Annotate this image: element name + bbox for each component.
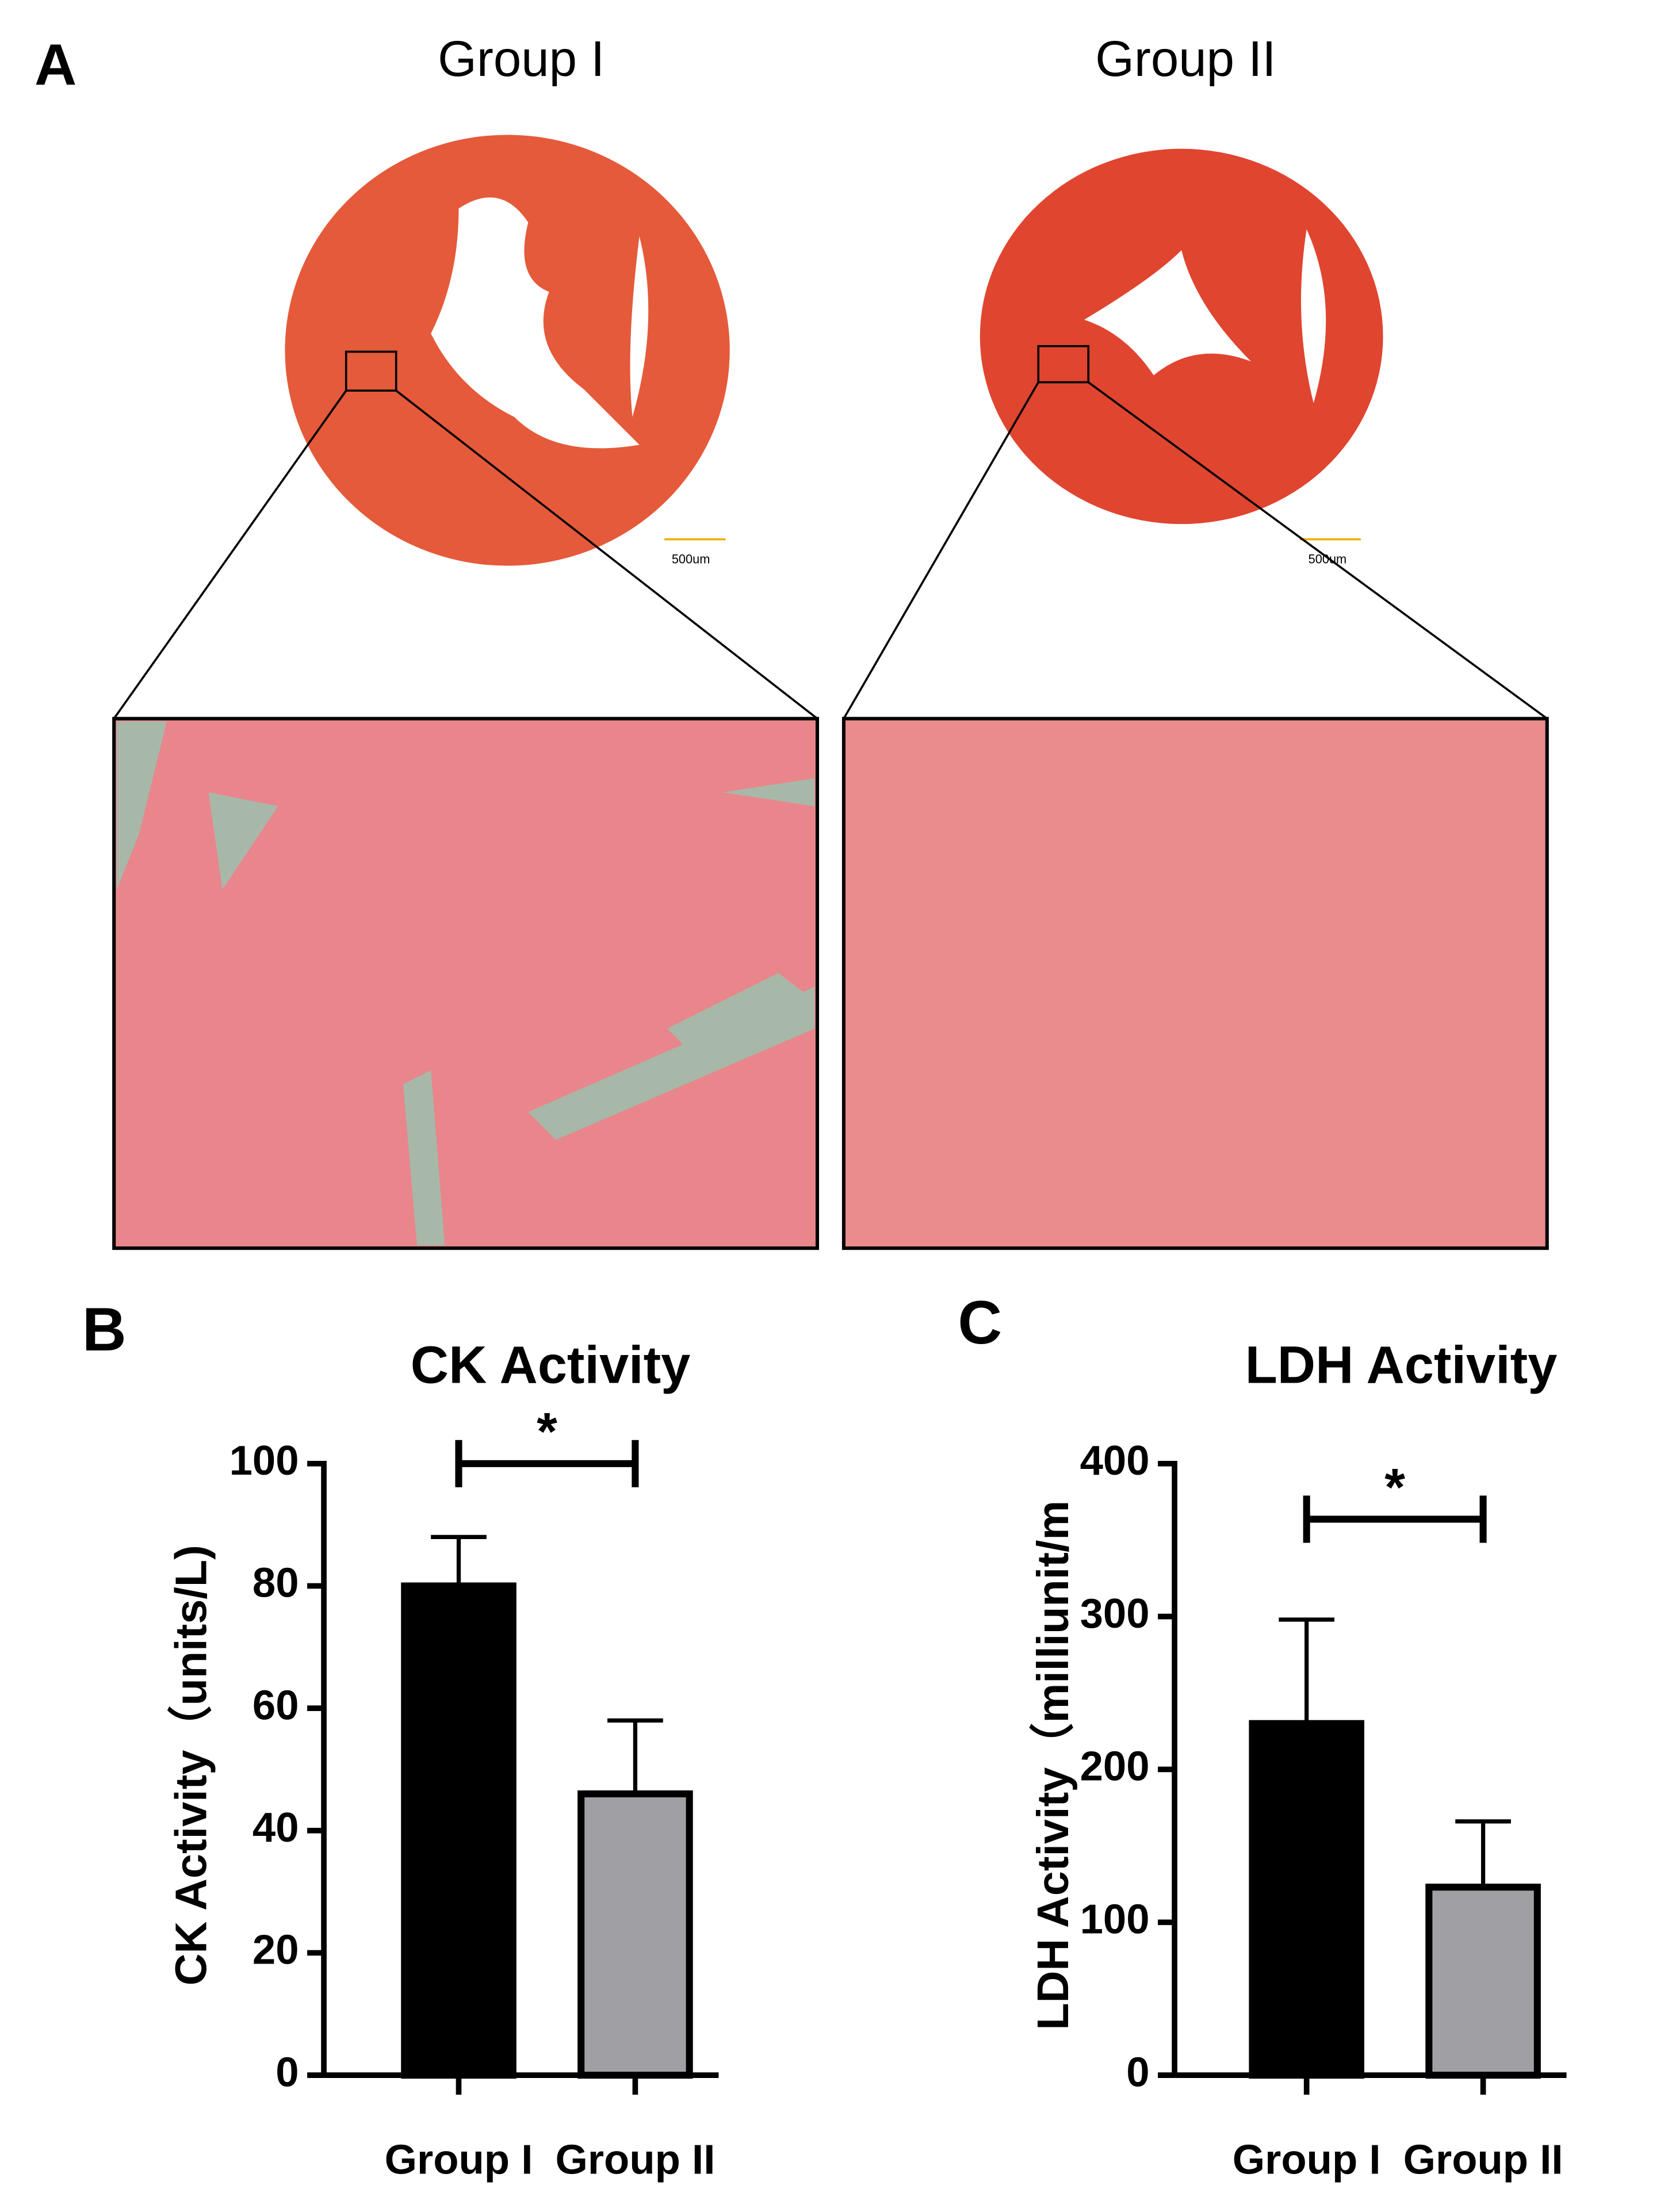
y-tick-label: 100 — [1080, 1896, 1150, 1942]
y-tick-label: 0 — [1126, 2049, 1149, 2095]
y-tick-label: 200 — [1080, 1743, 1150, 1790]
chart-title: CK Activity — [411, 1336, 690, 1395]
panel-label: A — [35, 32, 76, 98]
micrograph — [841, 717, 1549, 1250]
x-tick-label: Group II — [1403, 2137, 1563, 2183]
y-tick-label: 40 — [253, 1804, 299, 1851]
bar — [401, 1582, 517, 2079]
y-tick-label: 100 — [229, 1437, 299, 1484]
x-tick-label: Group I — [1233, 2137, 1381, 2183]
lumen — [1301, 229, 1326, 403]
panel-label: B — [82, 1295, 127, 1364]
y-axis-label: LDH Activity（milliunit/m — [1028, 1501, 1078, 2030]
group-title: Group II — [1095, 31, 1276, 87]
y-tick-label: 20 — [253, 1927, 299, 1973]
zoom-lines — [113, 381, 1548, 720]
x-tick-label: Group I — [385, 2137, 533, 2183]
panel-label: C — [958, 1288, 1002, 1357]
y-tick-label: 60 — [253, 1682, 299, 1728]
significance-label: * — [1384, 1458, 1405, 1517]
chart-title: LDH Activity — [1245, 1336, 1558, 1395]
scale-label: 500um — [672, 552, 710, 567]
lumen — [431, 197, 640, 449]
scale-label: 500um — [1309, 552, 1347, 567]
lumen — [630, 236, 649, 418]
zoom-box — [345, 350, 397, 392]
y-tick-label: 0 — [276, 2049, 299, 2095]
bar — [577, 1790, 693, 2079]
lumen — [1084, 250, 1251, 376]
x-tick-label: Group II — [555, 2137, 715, 2183]
significance-label: * — [537, 1403, 557, 1461]
y-tick-label: 80 — [253, 1560, 299, 1606]
y-axis-label: CK Activity（units/L) — [167, 1545, 216, 1985]
group-title: Group I — [438, 31, 605, 87]
zoom-box — [1037, 345, 1090, 384]
bar — [1425, 1884, 1541, 2079]
interstitial-space — [117, 721, 815, 1246]
y-tick-label: 300 — [1080, 1590, 1150, 1637]
y-tick-label: 400 — [1080, 1437, 1150, 1484]
bar — [1249, 1720, 1364, 2079]
